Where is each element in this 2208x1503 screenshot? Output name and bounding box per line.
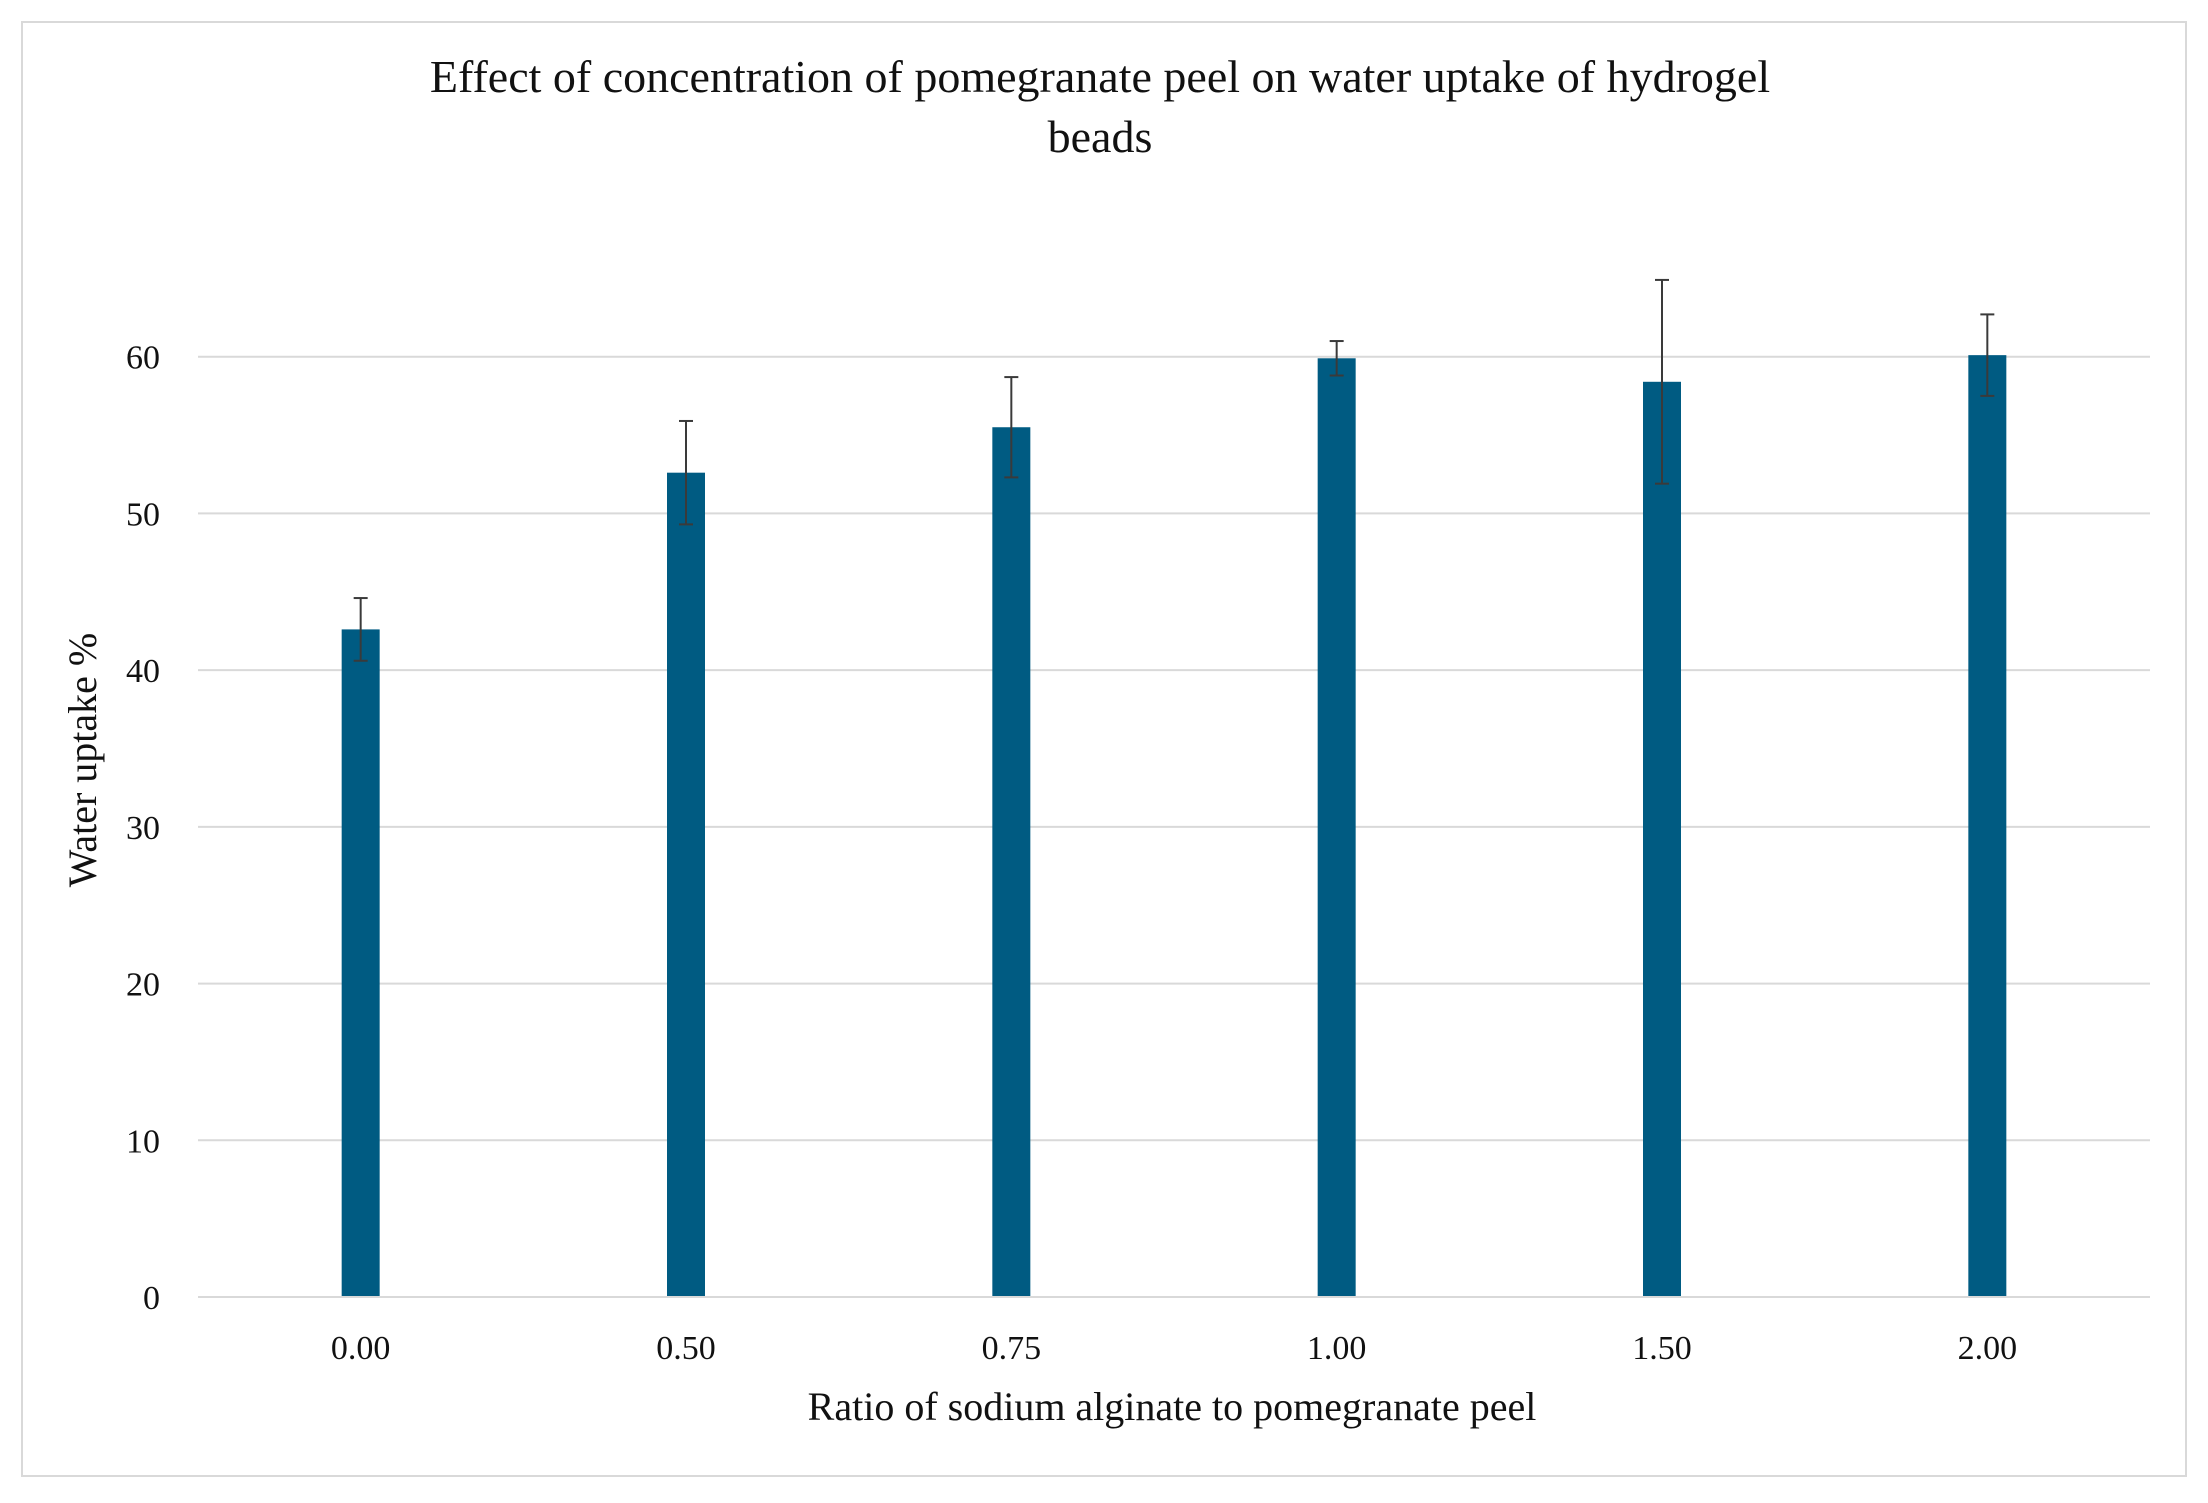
chart-title-line-1: Effect of concentration of pomegranate p… <box>430 51 1770 102</box>
bar-0.50 <box>667 472 705 1297</box>
error-bars <box>353 278 1995 662</box>
chart-title-line-2: beads <box>1048 111 1153 162</box>
x-tick-label: 1.50 <box>1632 1330 1692 1367</box>
y-tick-label: 30 <box>126 810 160 847</box>
y-axis-label: Water uptake % <box>60 633 105 887</box>
x-tick-label: 0.75 <box>982 1330 1042 1367</box>
y-tick-label: 10 <box>126 1123 160 1160</box>
y-tick-label: 40 <box>126 653 160 690</box>
bar-1.00 <box>1317 358 1356 1297</box>
bar-2.00 <box>1968 355 2007 1297</box>
error-bar-1.00 <box>1329 340 1344 377</box>
chart-frame <box>21 21 2187 1477</box>
x-tick-label: 2.00 <box>1958 1330 2018 1367</box>
gridlines <box>198 355 2150 1142</box>
error-bar-1.50 <box>1655 278 1669 485</box>
bar-0.75 <box>992 427 1031 1297</box>
y-tick-label: 0 <box>143 1280 160 1317</box>
y-tick-labels: 0 10 20 30 40 50 60 <box>126 340 160 1317</box>
y-tick-label: 20 <box>126 967 160 1004</box>
x-tick-labels: 0.00 0.50 0.75 1.00 1.50 2.00 <box>331 1330 2017 1367</box>
x-axis-label: Ratio of sodium alginate to pomegranate … <box>808 1384 1537 1429</box>
error-bar-0.00 <box>353 597 368 662</box>
y-tick-label: 50 <box>126 496 160 533</box>
bars <box>341 355 2007 1297</box>
x-tick-label: 0.00 <box>331 1330 391 1367</box>
bar-0.00 <box>341 629 380 1297</box>
error-bar-2.00 <box>1980 313 1995 397</box>
x-tick-label: 0.50 <box>656 1330 716 1367</box>
x-tick-label: 1.00 <box>1307 1330 1367 1367</box>
error-bar-0.50 <box>679 419 693 526</box>
bar-1.50 <box>1643 381 1681 1297</box>
y-tick-label: 60 <box>126 340 160 377</box>
error-bar-0.75 <box>1004 376 1019 479</box>
